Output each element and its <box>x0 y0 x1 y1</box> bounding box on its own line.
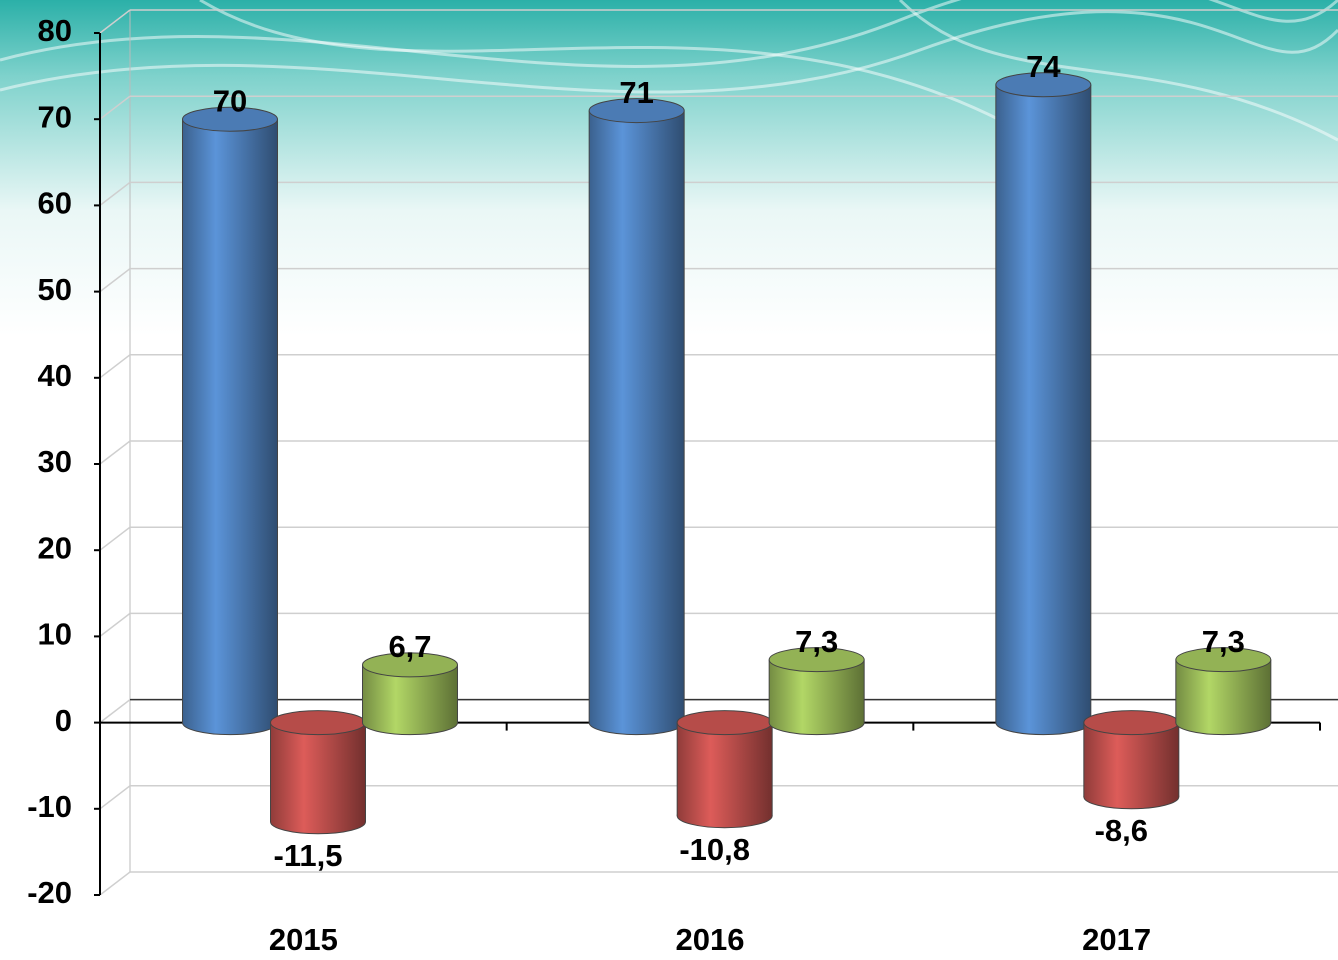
y-tick-label: 60 <box>38 186 72 221</box>
grid-line <box>99 95 131 120</box>
y-tick-label: -10 <box>27 789 72 824</box>
y-tick-label: 0 <box>55 703 72 738</box>
background-pattern <box>0 0 1338 142</box>
data-label: 7,3 <box>795 624 838 659</box>
bar <box>589 110 685 723</box>
data-label: 70 <box>213 83 247 118</box>
x-tick-label: 2015 <box>269 922 338 957</box>
bar-cap <box>270 710 366 736</box>
bar <box>270 722 366 822</box>
grid-line <box>99 9 131 34</box>
x-tick-label: 2016 <box>676 922 745 957</box>
bar-cap <box>588 98 685 124</box>
grid-line <box>99 871 131 896</box>
grid-line <box>99 440 131 465</box>
bar <box>270 710 366 835</box>
data-label: 7,3 <box>1202 624 1245 659</box>
bar <box>1175 647 1272 736</box>
bar <box>362 652 458 736</box>
y-tick-label: 50 <box>38 272 72 307</box>
bar-cap <box>1175 647 1272 673</box>
grid-line <box>99 785 131 810</box>
bar-cap <box>995 72 1092 98</box>
bar-cap <box>362 652 458 678</box>
y-tick-label: 70 <box>38 99 72 134</box>
grid-line <box>99 526 131 551</box>
data-label: 6,7 <box>388 629 431 664</box>
bar <box>1083 710 1180 810</box>
bar <box>768 647 865 736</box>
bar-cap <box>1083 710 1180 736</box>
bar <box>677 722 773 816</box>
y-tick-label: 10 <box>38 617 72 652</box>
bar-cap <box>182 106 278 132</box>
y-tick-label: 20 <box>38 530 72 565</box>
y-tick-label: -20 <box>27 875 72 910</box>
y-tick-label: 30 <box>38 444 72 479</box>
data-label: 74 <box>1026 49 1061 84</box>
bar-cap <box>768 647 865 673</box>
grid-line <box>99 181 131 206</box>
data-label: -11,5 <box>274 838 343 873</box>
bar <box>676 710 773 829</box>
bar-cap <box>676 710 773 736</box>
x-tick-label: 2017 <box>1082 922 1151 957</box>
grid-line <box>99 612 131 637</box>
bar <box>588 98 685 736</box>
bar <box>995 84 1091 723</box>
data-label: -8,6 <box>1095 813 1148 848</box>
y-tick-label: 40 <box>38 358 72 393</box>
data-label: 71 <box>619 75 653 110</box>
y-tick-label: 80 <box>38 13 72 48</box>
bar <box>182 119 278 723</box>
grid-line <box>99 699 131 724</box>
data-label: -10,8 <box>679 832 750 867</box>
grid-line <box>99 354 131 379</box>
grid-line <box>99 268 131 293</box>
bar <box>182 106 278 736</box>
bar <box>995 72 1092 736</box>
